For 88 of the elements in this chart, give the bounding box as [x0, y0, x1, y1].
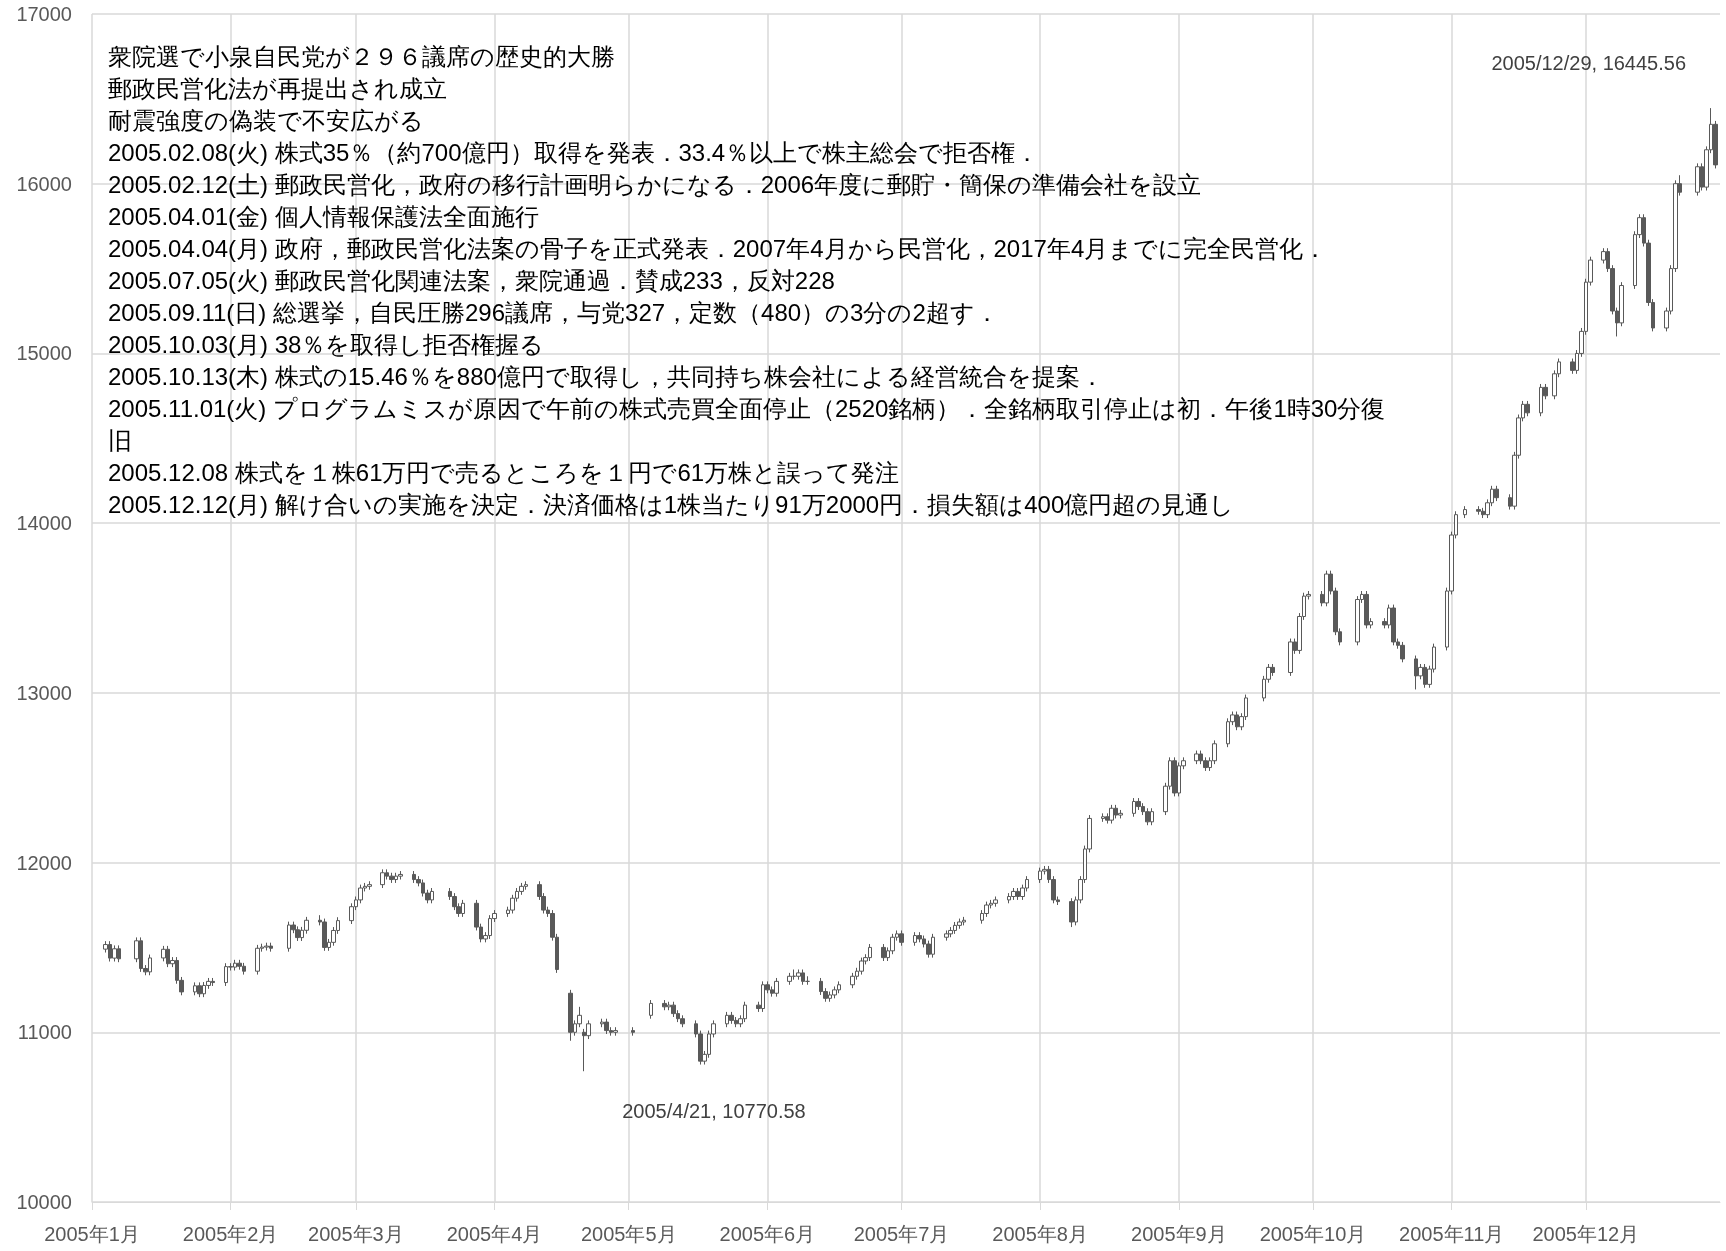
x-tick-label: 2005年3月	[308, 1223, 404, 1245]
candlestick	[850, 972, 855, 989]
candlestick	[774, 977, 779, 998]
candlestick	[662, 999, 667, 1011]
x-tick-label: 2005年6月	[719, 1223, 816, 1245]
x-tick-label: 2005年2月	[182, 1223, 279, 1245]
candlestick	[1011, 887, 1016, 901]
annotation: 2005.10.13(木) 株式の15.46％を880億円で取得し，共同持ち株会社による経営統合を提案．	[108, 362, 1104, 390]
candlestick	[1494, 485, 1499, 502]
candlestick	[1288, 638, 1293, 677]
y-tick-label: 17000	[16, 3, 72, 25]
candlestick	[1695, 162, 1700, 197]
candlestick	[1400, 641, 1405, 663]
annotation: 2005.02.12(土) 郵政民営化，政府の移行計画明らかになる．2006年度に郵貯・簡保の準備会社を設立	[108, 170, 1202, 198]
candlestick	[389, 872, 394, 884]
candlestick	[1476, 505, 1481, 516]
candlestick	[1355, 595, 1360, 646]
x-tick-label: 2005年7月	[853, 1223, 950, 1245]
candlestick	[1145, 807, 1150, 826]
x-tick-label: 2005年12月	[1532, 1223, 1640, 1245]
y-tick-label: 12000	[16, 851, 72, 874]
annotation: 2005.10.03(月) 38％を取得し拒否権握る	[108, 330, 545, 358]
x-tick-label: 2005年10月	[1259, 1223, 1367, 1245]
candlestick	[649, 999, 653, 1020]
annotation: 2005.12.12(月) 解け合いの実施を決定．決済価格は1株当たり91万2000円．損失額は400億円超の見通し	[108, 490, 1235, 518]
x-tick-label: 2005年4月	[446, 1223, 543, 1245]
candlestick	[1172, 756, 1177, 797]
y-tick-label: 14000	[16, 512, 72, 535]
candlestick	[367, 880, 372, 891]
annotation: 耐震強度の偽装で不安広がる	[108, 106, 424, 134]
x-tick-label: 2005年5月	[580, 1223, 677, 1245]
candlestick	[796, 968, 801, 981]
candlestick	[264, 942, 269, 951]
annotation: 2005.12.08 株式を１株61万円で売るところを１円で61万株と誤って発注	[108, 458, 900, 486]
annotation: 2005.09.11(日) 総選挙，自民圧勝296議席，与党327，定数（480）の3分の2超す．	[108, 298, 999, 326]
candlestick	[1324, 570, 1329, 607]
annotation: 2005/4/21, 10770.58	[622, 1100, 806, 1123]
candlestick	[948, 926, 953, 938]
candlestick	[1109, 804, 1114, 825]
annotation: 衆院選で小泉自民党が２９６議席の歴史的大勝	[108, 42, 615, 70]
candlestick	[398, 870, 403, 881]
candlestick	[613, 1026, 618, 1037]
candlestick	[1463, 505, 1467, 519]
candlestick	[604, 1018, 609, 1035]
candlestick	[1194, 750, 1199, 765]
candlestick	[957, 918, 962, 930]
candlestick	[1118, 809, 1123, 819]
annotation: 2005/12/29, 16445.56	[1491, 52, 1687, 75]
annotation: 2005.07.05(火) 郵政民営化関連法案，衆院通過．賛成233，反対228	[108, 266, 835, 294]
candlestick	[944, 929, 949, 942]
x-tick-label: 2005年11月	[1399, 1223, 1505, 1245]
candlestick	[859, 957, 864, 976]
candlestick	[322, 918, 327, 952]
candlestick	[568, 989, 573, 1042]
y-tick-label: 15000	[16, 342, 72, 365]
candlestick	[787, 972, 792, 986]
candlestick	[1525, 400, 1530, 417]
candlestick	[881, 943, 886, 962]
candlestick	[671, 1001, 676, 1018]
y-tick-label: 11000	[17, 1021, 72, 1044]
candlestick	[832, 985, 837, 999]
candlestick	[1101, 812, 1105, 823]
annotation: 2005.02.08(火) 株式35％（約700億円）取得を発表．33.4％以上で株主総会で拒否権．	[108, 138, 1040, 166]
annotation: 郵政民営化法が再提出され成立	[108, 74, 447, 102]
x-tick-label: 2005年8月	[992, 1223, 1088, 1245]
candlestick	[1391, 604, 1396, 646]
candlestick	[917, 931, 922, 943]
candlestick	[237, 959, 242, 971]
candlestick	[380, 868, 385, 889]
y-tick-label: 13000	[16, 681, 72, 704]
x-tick-label: 2005年1月	[44, 1223, 140, 1245]
candlestick	[993, 896, 998, 908]
y-tick-label: 16000	[16, 172, 72, 195]
annotation: 2005.11.01(火) プログラムミスが原因で午前の株式売買全面停止（2520銘柄）．全銘柄取引停止は初．午後1時30分復旧	[108, 394, 1386, 454]
y-tick-label: 10000	[16, 1191, 72, 1213]
candlestick	[729, 1011, 734, 1025]
x-tick-label: 2005年9月	[1131, 1223, 1227, 1245]
annotation: 2005.04.01(金) 個人情報保護法全面施行	[108, 202, 539, 230]
candlestick	[1069, 897, 1074, 928]
candlestick	[631, 1026, 635, 1037]
candlestick	[1364, 590, 1369, 629]
candlestick	[255, 944, 260, 976]
candlestick	[197, 981, 202, 998]
annotation: 2005.04.04(月) 政府，郵政民営化法案の骨子を正式発表．2007年4月から民営化，2017年4月までに完全民営化．	[108, 234, 1328, 262]
candlestick	[680, 1014, 685, 1028]
candlestick	[112, 944, 117, 963]
candlestick	[899, 929, 904, 947]
candlestick	[295, 925, 300, 942]
